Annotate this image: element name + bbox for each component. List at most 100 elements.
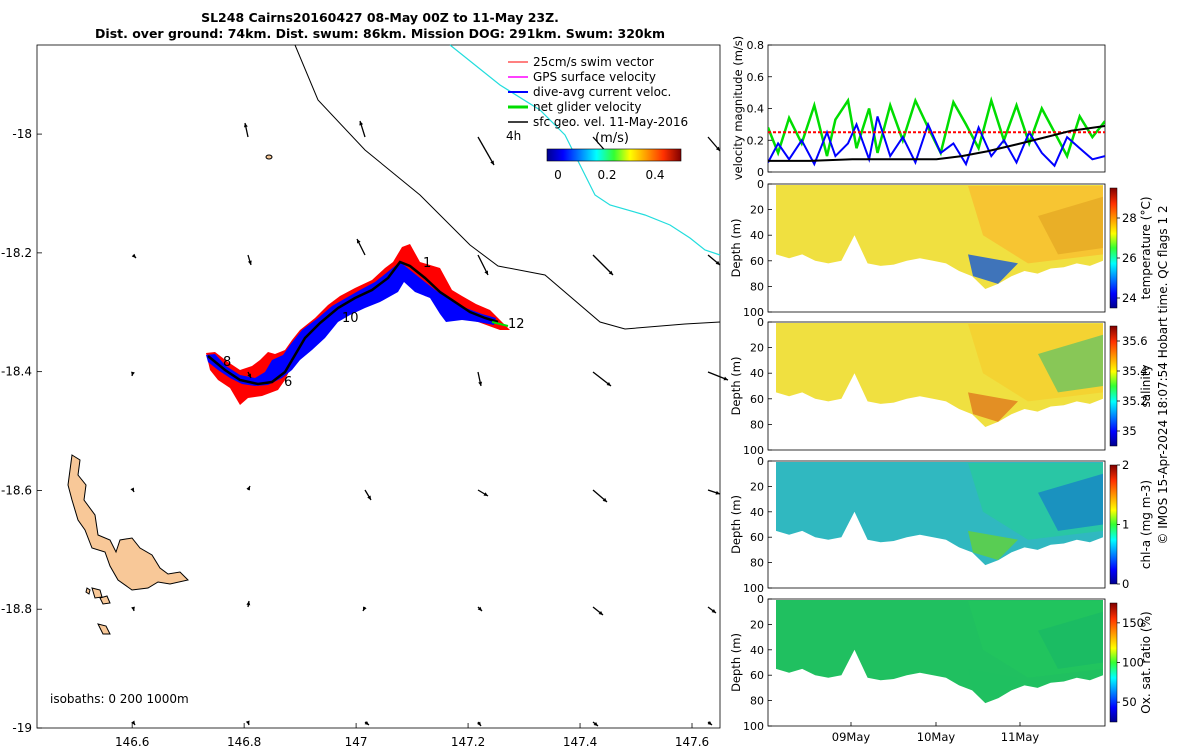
- section-patch: [968, 668, 1018, 699]
- velocity-series-line: [768, 125, 1105, 162]
- colorbar-tick-label: 100: [1122, 656, 1144, 670]
- y-tick-label: -18.6: [1, 483, 32, 497]
- velocity-series: [768, 96, 1105, 168]
- section-patch: [968, 392, 1018, 422]
- colorbar-tick-label: 150: [1122, 616, 1144, 630]
- sfc-velocity-arrowhead: [490, 160, 494, 165]
- legend-label: 25cm/s swim vector: [533, 55, 654, 69]
- section-ylabel: Depth (m): [729, 633, 743, 692]
- y-tick-label: 60: [750, 255, 764, 268]
- y-tick-label: 60: [750, 393, 764, 406]
- colorbar-tick-label: 28: [1122, 211, 1137, 225]
- track-labels: 8 6 10 1 12: [223, 256, 525, 390]
- y-tick-label: 80: [750, 280, 764, 293]
- sfc-velocity-arrowhead: [357, 239, 361, 244]
- section-patch: [1038, 334, 1103, 393]
- sfc-velocity-arrowhead: [247, 373, 251, 378]
- x-tick-label: 147.2: [451, 735, 485, 749]
- x-tick-label: 147: [345, 735, 368, 749]
- colorbar-label: temperature (°C): [1139, 197, 1153, 300]
- glider-track-line: [207, 260, 499, 386]
- chart-title-line2: Dist. over ground: 74km. Dist. swum: 86k…: [95, 26, 665, 41]
- y-tick-label: -18: [12, 127, 32, 141]
- sfc-velocity-arrows: [130, 120, 729, 727]
- y-tick-label: 100: [743, 582, 764, 595]
- y-tick-label: 80: [750, 695, 764, 708]
- section-panel: 0 20 40 60 80 100 Depth (m) 150 100 50 Ox. sat. ra…: [729, 593, 1153, 744]
- legend-label: net glider velocity: [533, 100, 641, 114]
- island-small: [97, 623, 111, 635]
- y-tick-label: 20: [750, 342, 764, 355]
- y-tick-label: 60: [750, 669, 764, 682]
- y-tick-label: 20: [750, 618, 764, 631]
- island-small: [265, 154, 273, 160]
- y-tick-label: 60: [750, 531, 764, 544]
- current-velocity-patch: [206, 262, 496, 386]
- island-large: [67, 454, 189, 591]
- map-axes-frame: [36, 44, 721, 729]
- x-tick-label: 11May: [1001, 730, 1040, 744]
- legend-label: dive-avg current veloc.: [533, 85, 671, 99]
- colorbar-tick-label: 35.6: [1122, 334, 1148, 348]
- net-velocity-segment: [491, 321, 509, 327]
- colorbar-label: salinity: [1139, 364, 1153, 407]
- isobath-note: isobaths: 0 200 1000m: [50, 692, 189, 706]
- y-tick-label: 100: [743, 306, 764, 319]
- y-tick-label: 100: [743, 720, 764, 733]
- sfc-velocity-arrowhead: [723, 376, 728, 381]
- legend-label: GPS surface velocity: [533, 70, 656, 84]
- colorbar-tick-label: 35.4: [1122, 364, 1148, 378]
- track-label: 8: [223, 355, 231, 370]
- section-colorbar: [1109, 602, 1118, 723]
- sfc-velocity-arrowhead: [246, 601, 251, 606]
- section-colorbar: [1109, 325, 1118, 447]
- track-label: 12: [508, 317, 525, 332]
- sfc-velocity-arrowhead: [364, 721, 369, 725]
- x-tick-label: 147.6: [675, 735, 709, 749]
- sfc-velocity-arrowhead: [477, 721, 481, 726]
- sfc-velocity-arrowhead: [711, 609, 716, 613]
- track-label: 6: [284, 375, 292, 390]
- section-panel: 0 20 40 60 80 100 Depth (m) 35.6 35.4 35.2 35 salin…: [729, 316, 1153, 457]
- x-tick-label: 146.6: [115, 735, 149, 749]
- sfc-velocity-arrowhead: [243, 123, 248, 128]
- map-ticks: 146.6 146.8 147 147.2 147.4 147.6 -18 -18.2 -18.…: [1, 127, 709, 749]
- sfc-velocity-arrowhead: [359, 121, 364, 126]
- colorbar-label: Ox. sat. ratio (%): [1139, 611, 1153, 713]
- y-tick-label: 0: [757, 166, 764, 179]
- colorbar-label: chl-a (mg m-3): [1139, 480, 1153, 569]
- sfc-velocity-arrowhead: [715, 490, 720, 495]
- y-tick-label: 80: [750, 557, 764, 570]
- y-tick-label: 20: [750, 204, 764, 217]
- chart-title-line1: SL248 Cairns20160427 08-May 00Z to 11-Ma…: [201, 10, 559, 25]
- velocity-series-line: [768, 116, 1105, 168]
- y-tick-label: 0.4: [747, 103, 765, 116]
- sfc-velocity-arrowhead: [245, 720, 250, 725]
- map-panel: 8 6 10 1 12 146.6 146.8 147 147.2 147.4 147.6…: [1, 44, 729, 749]
- y-tick-label: 0: [757, 593, 764, 606]
- x-tick-label: 146.8: [227, 735, 261, 749]
- sfc-velocity-arrowhead: [131, 253, 136, 258]
- colorbar-tick: 0.2: [597, 168, 616, 182]
- y-tick-label: 0.6: [747, 71, 765, 84]
- track-label: 10: [342, 311, 359, 326]
- y-tick-label: 40: [750, 229, 764, 242]
- section-colorbar: [1109, 464, 1118, 585]
- section-patch: [968, 530, 1018, 561]
- sfc-velocity-arrowhead: [247, 260, 252, 265]
- sfc-velocity-arrowhead: [598, 610, 603, 615]
- island-small: [85, 587, 91, 595]
- sfc-velocity-arrowhead: [367, 495, 371, 500]
- x-tick-label: 09May: [832, 730, 871, 744]
- section-colorbar: [1109, 187, 1118, 309]
- x-tick-label: 10May: [917, 730, 956, 744]
- section-patch: [1038, 196, 1103, 255]
- track-label: 1: [423, 256, 431, 271]
- colorbar-tick-label: 0: [1122, 577, 1129, 591]
- sfc-velocity-arrowhead: [131, 720, 135, 725]
- y-tick-label: 0.8: [747, 39, 765, 52]
- section-patch: [968, 254, 1018, 284]
- map-legend: 25cm/s swim vector GPS surface velocity …: [506, 55, 688, 146]
- sfc-velocity-arrowhead: [131, 371, 135, 376]
